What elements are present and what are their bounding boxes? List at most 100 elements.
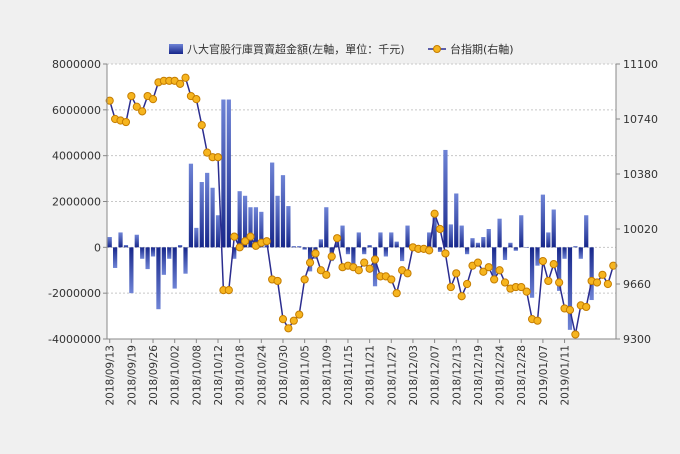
- bar: [177, 245, 183, 248]
- index-point: [538, 256, 547, 266]
- bar: [546, 232, 551, 248]
- index-point: [609, 261, 618, 270]
- index-point: [289, 316, 298, 325]
- bar: [129, 247, 134, 294]
- index-point: [240, 237, 250, 246]
- index-point: [430, 209, 439, 218]
- bar: [183, 247, 188, 274]
- legend-line-marker: [433, 45, 441, 53]
- index-point: [565, 305, 575, 315]
- x-axis-ticks: 2018/09/13 2018/09/19 2018/09/26 2018/10/02…: [105, 339, 572, 406]
- x-tick-label: 2019/01/07: [538, 345, 550, 406]
- bar: [475, 242, 481, 248]
- index-point: [105, 96, 114, 105]
- bar: [150, 247, 156, 257]
- bar: [291, 246, 296, 248]
- bar: [259, 211, 264, 248]
- index-point: [278, 315, 288, 324]
- bar: [427, 232, 432, 248]
- bar: [248, 207, 253, 248]
- bar: [113, 247, 118, 268]
- index-point: [484, 263, 493, 272]
- right-tick-label: 10740: [623, 113, 658, 126]
- index-point: [295, 310, 304, 319]
- bar: [481, 237, 486, 248]
- bar: [205, 172, 210, 248]
- index-point: [544, 276, 553, 286]
- bar: [394, 241, 399, 248]
- left-tick-label: 0: [94, 241, 101, 254]
- index-point: [592, 278, 602, 287]
- index-point: [500, 278, 510, 287]
- x-tick-label: 2018/12/24: [495, 345, 507, 406]
- right-tick-label: 9660: [623, 278, 651, 291]
- index-point: [213, 153, 223, 162]
- index-point: [462, 279, 472, 289]
- index-point: [333, 234, 342, 243]
- bar: [123, 245, 129, 248]
- bar: [215, 215, 221, 248]
- x-tick-label: 2018/10/12: [213, 345, 225, 406]
- legend-line-label: 台指期(右軸): [450, 42, 514, 56]
- bar: [340, 225, 345, 248]
- left-tick-label: -4000000: [48, 333, 101, 346]
- bar: [351, 247, 356, 271]
- right-tick-label: 10380: [623, 168, 658, 181]
- x-tick-label: 2019/01/11: [560, 345, 572, 406]
- bar: [557, 247, 562, 291]
- index-point: [403, 269, 412, 278]
- left-tick-label: 2000000: [52, 196, 101, 209]
- bar: [280, 175, 286, 248]
- bar: [324, 207, 329, 248]
- bar: [286, 206, 291, 248]
- bar: [535, 247, 540, 266]
- index-point: [224, 286, 233, 295]
- bar: [578, 247, 583, 259]
- right-tick-label: 11100: [623, 58, 658, 71]
- bar: [318, 239, 324, 248]
- bar: [567, 247, 573, 330]
- bar-series: [107, 99, 594, 330]
- bar: [362, 247, 367, 255]
- x-tick-label: 2018/10/30: [278, 345, 290, 406]
- x-tick-label: 2018/11/05: [300, 345, 312, 406]
- bar: [448, 224, 453, 248]
- index-point: [230, 232, 239, 241]
- bar: [502, 247, 508, 260]
- left-axis-ticks: 8000000 6000000 4000000 2000000 0 -2000000 -40…: [48, 58, 107, 346]
- index-point: [441, 249, 450, 258]
- index-point: [176, 79, 185, 88]
- index-point: [479, 267, 488, 276]
- index-point: [457, 292, 466, 301]
- bar: [378, 232, 383, 248]
- left-tick-label: -2000000: [48, 287, 101, 300]
- bar: [470, 238, 475, 248]
- bar: [134, 234, 139, 248]
- bar: [232, 247, 237, 259]
- index-point: [322, 270, 331, 279]
- index-point: [354, 266, 363, 275]
- index-point: [490, 275, 499, 284]
- bar: [497, 218, 502, 248]
- bar: [464, 247, 470, 255]
- index-point: [273, 276, 282, 286]
- index-point: [327, 252, 336, 261]
- bar: [242, 195, 248, 248]
- index-point: [603, 279, 612, 289]
- bar: [199, 182, 204, 248]
- bar: [302, 247, 307, 250]
- index-point: [392, 289, 401, 298]
- bar: [237, 191, 242, 248]
- index-point: [148, 95, 158, 104]
- bar: [345, 247, 351, 255]
- bar: [492, 247, 497, 282]
- bar: [367, 245, 372, 248]
- left-tick-label: 4000000: [52, 150, 101, 163]
- index-point: [305, 258, 315, 267]
- bar: [210, 187, 215, 248]
- x-tick-label: 2018/12/13: [451, 345, 463, 406]
- bar: [221, 99, 226, 248]
- index-point: [365, 264, 374, 273]
- index-point: [300, 275, 309, 284]
